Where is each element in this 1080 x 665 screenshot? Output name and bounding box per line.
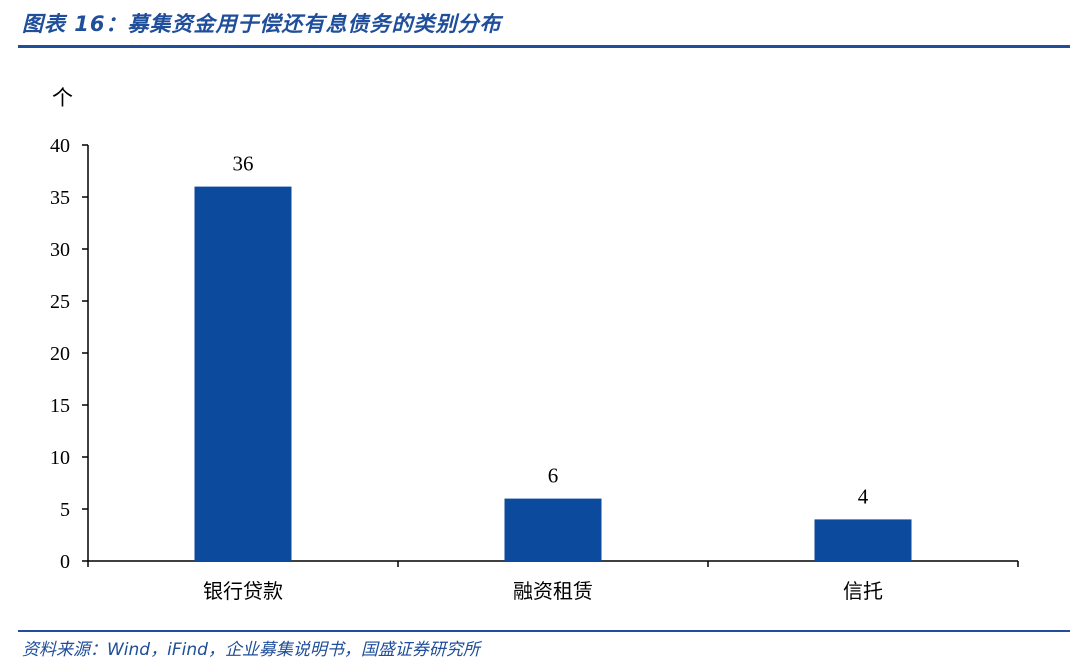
bar-chart: 0 5 10 15 20 25 30 35 40 36 银行贷款 6 融资租赁 4 信托 bbox=[50, 135, 1019, 603]
bar-2 bbox=[504, 498, 602, 561]
x-category-label: 银行贷款 bbox=[203, 579, 283, 603]
y-tick-label: 35 bbox=[50, 187, 70, 209]
bar-1 bbox=[194, 186, 292, 561]
x-category-label: 融资租赁 bbox=[513, 579, 593, 603]
title-rule bbox=[18, 45, 1070, 48]
chart-labels: 0 5 10 15 20 25 30 35 40 36 银行贷款 6 融资租赁 4 信托 bbox=[50, 135, 883, 603]
data-label: 4 bbox=[858, 484, 869, 508]
y-tick-label: 5 bbox=[60, 499, 70, 521]
data-label: 6 bbox=[548, 464, 559, 488]
y-tick-label: 25 bbox=[50, 291, 70, 313]
y-tick-label: 20 bbox=[50, 343, 70, 365]
chart-bars bbox=[194, 186, 912, 561]
y-tick-label: 10 bbox=[50, 447, 70, 469]
bar-3 bbox=[814, 519, 912, 561]
y-tick-label: 0 bbox=[60, 551, 70, 573]
source-note: 资料来源：Wind，iFind，企业募集说明书，国盛证券研究所 bbox=[22, 640, 480, 660]
data-label: 36 bbox=[233, 152, 254, 176]
figure-title: 图表 16：募集资金用于偿还有息债务的类别分布 bbox=[22, 12, 502, 36]
y-tick-label: 40 bbox=[50, 135, 70, 157]
x-category-label: 信托 bbox=[843, 579, 883, 603]
y-tick-label: 30 bbox=[50, 239, 70, 261]
y-axis-unit-label: 个 bbox=[52, 86, 73, 110]
source-rule bbox=[18, 630, 1070, 632]
y-tick-label: 15 bbox=[50, 395, 70, 417]
